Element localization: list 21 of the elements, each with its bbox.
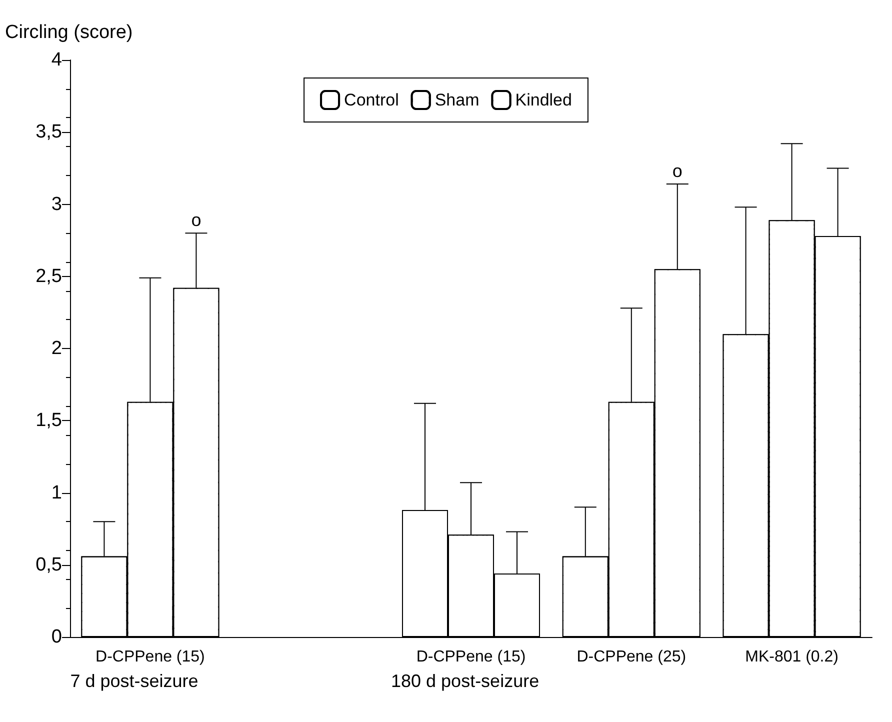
text: 7 d post-seizure <box>70 671 198 691</box>
y-tick-label: 4 <box>51 50 62 70</box>
y-tick-label: 1 <box>51 482 62 504</box>
x-tick-label: D-CPPene (25) <box>576 648 686 666</box>
annotation: o <box>672 161 682 182</box>
annotation: o <box>191 210 202 230</box>
legend-label: Sham <box>434 90 480 110</box>
x-tick-label: MK-801 (0.2) <box>745 648 838 666</box>
y-tick-label: 3 <box>51 194 62 215</box>
y-axis-title: Circling (score) <box>5 22 133 43</box>
legend-label: Kindled <box>515 90 572 110</box>
x-tick-label: D-CPPene (15) <box>96 648 205 666</box>
y-tick-label: 1,5 <box>36 410 62 432</box>
x-tick-label: D-CPPene (15) <box>416 648 526 666</box>
text: 180 d post-seizure <box>391 671 540 691</box>
y-tick-label: 3,5 <box>36 122 62 143</box>
y-tick-label: 0 <box>51 626 62 648</box>
y-tick-label: 2 <box>51 338 62 359</box>
y-tick-label: 0,5 <box>36 554 62 576</box>
legend-label: Control <box>344 90 399 110</box>
y-tick-label: 2,5 <box>36 266 62 287</box>
